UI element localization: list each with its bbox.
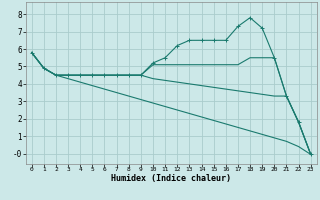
X-axis label: Humidex (Indice chaleur): Humidex (Indice chaleur) (111, 174, 231, 183)
